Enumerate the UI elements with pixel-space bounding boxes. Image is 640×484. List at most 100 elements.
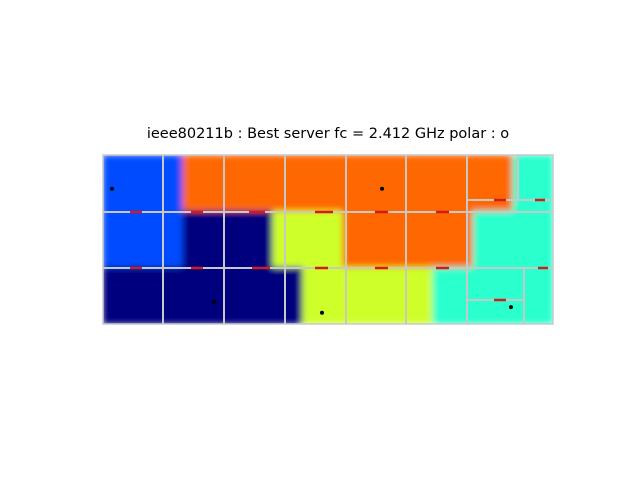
heatmap-cell <box>232 155 244 212</box>
heatmap-cell <box>292 155 304 212</box>
heatmap-cell <box>282 155 294 212</box>
heatmap-cell <box>172 267 184 324</box>
heatmap-cell <box>112 155 124 212</box>
heatmap-cell <box>192 267 204 324</box>
heatmap-cell <box>162 210 174 269</box>
heatmap-cell <box>232 210 244 269</box>
heatmap-cell <box>472 155 484 212</box>
heatmap-cell <box>542 267 553 324</box>
heatmap-cell <box>282 267 294 324</box>
heatmap-cell <box>352 210 364 269</box>
heatmap-cell <box>162 267 174 324</box>
heatmap-cell <box>522 210 534 269</box>
access-point-marker <box>212 299 216 304</box>
heatmap-cell <box>182 155 194 212</box>
heatmap-cell <box>112 267 124 324</box>
heatmap-cell <box>222 155 234 212</box>
heatmap-cell <box>342 155 354 212</box>
heatmap-cell <box>452 155 464 212</box>
heatmap-cell <box>392 267 404 324</box>
heatmap-cell <box>502 155 514 212</box>
heatmap-cell <box>272 155 284 212</box>
heatmap-cell <box>202 267 214 324</box>
chart-title: ieee80211b : Best server fc = 2.412 GHz … <box>146 126 510 142</box>
heatmap-cell <box>432 155 444 212</box>
heatmap-cell <box>302 267 314 324</box>
heatmap-cell <box>252 210 264 269</box>
heatmap-cell <box>502 210 514 269</box>
heatmap-cell <box>382 267 394 324</box>
heatmap-cell <box>512 267 524 324</box>
heatmap-cell <box>412 267 424 324</box>
heatmap-cell <box>472 210 484 269</box>
heatmap-cell <box>132 267 144 324</box>
heatmap-cell <box>262 155 274 212</box>
heatmap-cell <box>232 267 244 324</box>
heatmap-cell <box>362 210 374 269</box>
access-points <box>110 186 513 315</box>
heatmap-cell <box>162 155 174 212</box>
heatmap-cell <box>422 155 434 212</box>
heatmap-cell <box>142 155 154 212</box>
access-point-marker <box>320 310 324 315</box>
heatmap-cell <box>142 267 154 324</box>
heatmap-cell <box>532 210 544 269</box>
heatmap-cell <box>402 267 414 324</box>
heatmap-cell <box>432 210 444 269</box>
heatmap-cell <box>482 267 494 324</box>
heatmap-cell <box>482 210 494 269</box>
heatmap-cell <box>322 210 334 269</box>
heatmap-cell <box>182 267 194 324</box>
heatmap-cell <box>212 267 224 324</box>
heatmap-cell <box>402 155 414 212</box>
access-point-marker <box>110 186 114 191</box>
heatmap-cell <box>262 210 274 269</box>
heatmap-cell <box>202 210 214 269</box>
heatmap-cell <box>212 210 224 269</box>
heatmap-cell <box>132 210 144 269</box>
heatmap-cell <box>512 210 524 269</box>
access-point-marker <box>509 305 513 310</box>
heatmap-cell <box>103 267 114 324</box>
heatmap-cell <box>312 210 324 269</box>
heatmap-cell <box>372 267 384 324</box>
heatmap-cell <box>382 210 394 269</box>
heatmap-cell <box>252 155 264 212</box>
heatmap-cell <box>212 155 224 212</box>
heatmap-cell <box>152 267 164 324</box>
heatmap-cell <box>522 155 534 212</box>
heatmap-cell <box>502 267 514 324</box>
heatmap-cell <box>322 267 334 324</box>
heatmap-cell <box>222 210 234 269</box>
access-point-marker <box>380 186 384 191</box>
heatmap-cell <box>412 155 424 212</box>
heatmap-cell <box>192 210 204 269</box>
heatmap-cell <box>482 155 494 212</box>
heatmap-cell <box>492 210 504 269</box>
heatmap-cell <box>312 267 324 324</box>
heatmap-cell <box>542 155 553 212</box>
heatmap-cell <box>132 155 144 212</box>
doors <box>130 198 548 302</box>
heatmap-cell <box>452 210 464 269</box>
heatmap-cell <box>492 155 504 212</box>
heatmap-cell <box>542 210 553 269</box>
heatmap-cell <box>332 155 344 212</box>
heatmap-cell <box>103 155 114 212</box>
heatmap-cell <box>332 267 344 324</box>
heatmap-cell <box>392 210 404 269</box>
heatmap-cell <box>442 267 454 324</box>
heatmap-cell <box>442 155 454 212</box>
heatmap-cell <box>272 267 284 324</box>
heatmap-cell <box>362 267 374 324</box>
heatmap-cell <box>122 210 134 269</box>
heatmap-cell <box>242 155 254 212</box>
heatmap-cell <box>262 267 274 324</box>
heatmap-cell <box>302 210 314 269</box>
heatmap-cell <box>252 267 264 324</box>
heatmap-cell <box>122 155 134 212</box>
heatmap-cell <box>372 155 384 212</box>
heatmap-cell <box>112 210 124 269</box>
heatmap-cell <box>332 210 344 269</box>
